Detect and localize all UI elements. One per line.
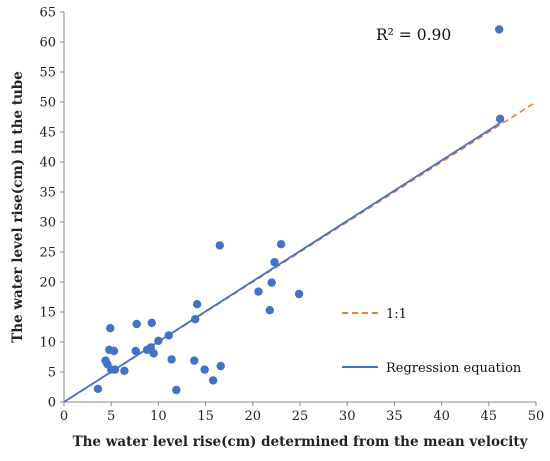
data-point bbox=[131, 346, 140, 356]
data-point bbox=[149, 349, 158, 358]
y-tick-label: 55 bbox=[39, 66, 56, 81]
r-squared-annotation: R² = 0.90 bbox=[376, 26, 451, 44]
y-tick-label: 45 bbox=[39, 126, 56, 141]
y-tick-label: 20 bbox=[39, 276, 56, 291]
data-point bbox=[110, 365, 120, 374]
x-tick-label: 40 bbox=[433, 409, 450, 424]
data-point bbox=[147, 318, 156, 327]
data-point bbox=[265, 306, 274, 315]
x-tick-label: 10 bbox=[150, 409, 167, 424]
y-tick-label: 25 bbox=[39, 246, 56, 261]
x-tick-labels: 0 5 10 15 20 25 30 35 40 45 50 bbox=[60, 402, 544, 424]
regression-line bbox=[63, 122, 501, 403]
legend-label-1to1: 1:1 bbox=[386, 307, 407, 322]
data-point bbox=[294, 289, 304, 299]
data-point bbox=[164, 331, 173, 340]
x-axis-title: The water level rise(cm) determined from… bbox=[73, 434, 529, 450]
x-tick-label: 15 bbox=[197, 409, 214, 424]
x-tick-label: 5 bbox=[107, 409, 115, 424]
data-points bbox=[93, 25, 505, 395]
data-point bbox=[106, 324, 115, 333]
y-tick-label: 35 bbox=[39, 186, 56, 201]
y-tick-label: 0 bbox=[48, 396, 56, 411]
data-point bbox=[494, 25, 504, 34]
data-point bbox=[200, 365, 209, 374]
data-point bbox=[267, 278, 276, 287]
y-tick-label: 30 bbox=[39, 216, 56, 231]
x-tick-label: 20 bbox=[245, 409, 262, 424]
data-point bbox=[192, 300, 202, 309]
y-tick-label: 50 bbox=[39, 96, 56, 111]
x-tick-label: 25 bbox=[292, 409, 309, 424]
y-tick-label: 5 bbox=[48, 366, 56, 381]
data-point bbox=[109, 346, 119, 356]
y-tick-label: 40 bbox=[39, 156, 56, 171]
x-tick-label: 45 bbox=[481, 409, 498, 424]
data-point bbox=[215, 241, 224, 250]
data-point bbox=[270, 258, 279, 267]
x-tick-label: 35 bbox=[386, 409, 403, 424]
data-point bbox=[120, 366, 129, 375]
data-point bbox=[190, 356, 199, 365]
data-point bbox=[154, 336, 163, 345]
data-point bbox=[93, 384, 103, 393]
data-point bbox=[495, 114, 505, 124]
data-point bbox=[132, 319, 141, 329]
y-tick-label: 15 bbox=[39, 306, 56, 321]
y-tick-label: 60 bbox=[39, 36, 56, 51]
data-point bbox=[254, 287, 263, 296]
y-tick-labels: 0 5 10 15 20 25 30 35 40 45 50 55 60 65 bbox=[39, 6, 64, 411]
x-tick-label: 30 bbox=[339, 409, 356, 424]
data-point bbox=[191, 315, 200, 324]
data-point bbox=[167, 355, 176, 364]
data-point bbox=[276, 240, 286, 249]
x-tick-label: 0 bbox=[60, 409, 68, 424]
legend: 1:1 Regression equation bbox=[342, 307, 522, 376]
y-tick-label: 65 bbox=[39, 6, 56, 21]
series-lines bbox=[63, 101, 537, 403]
y-axis-title: The water level rise(cm) in the tube bbox=[10, 71, 26, 343]
data-point bbox=[208, 376, 218, 385]
legend-label-regression: Regression equation bbox=[386, 361, 522, 376]
y-tick-label: 10 bbox=[39, 336, 56, 351]
data-point bbox=[172, 385, 181, 395]
axes bbox=[63, 12, 536, 403]
x-tick-label: 50 bbox=[528, 409, 545, 424]
data-point bbox=[216, 361, 225, 371]
